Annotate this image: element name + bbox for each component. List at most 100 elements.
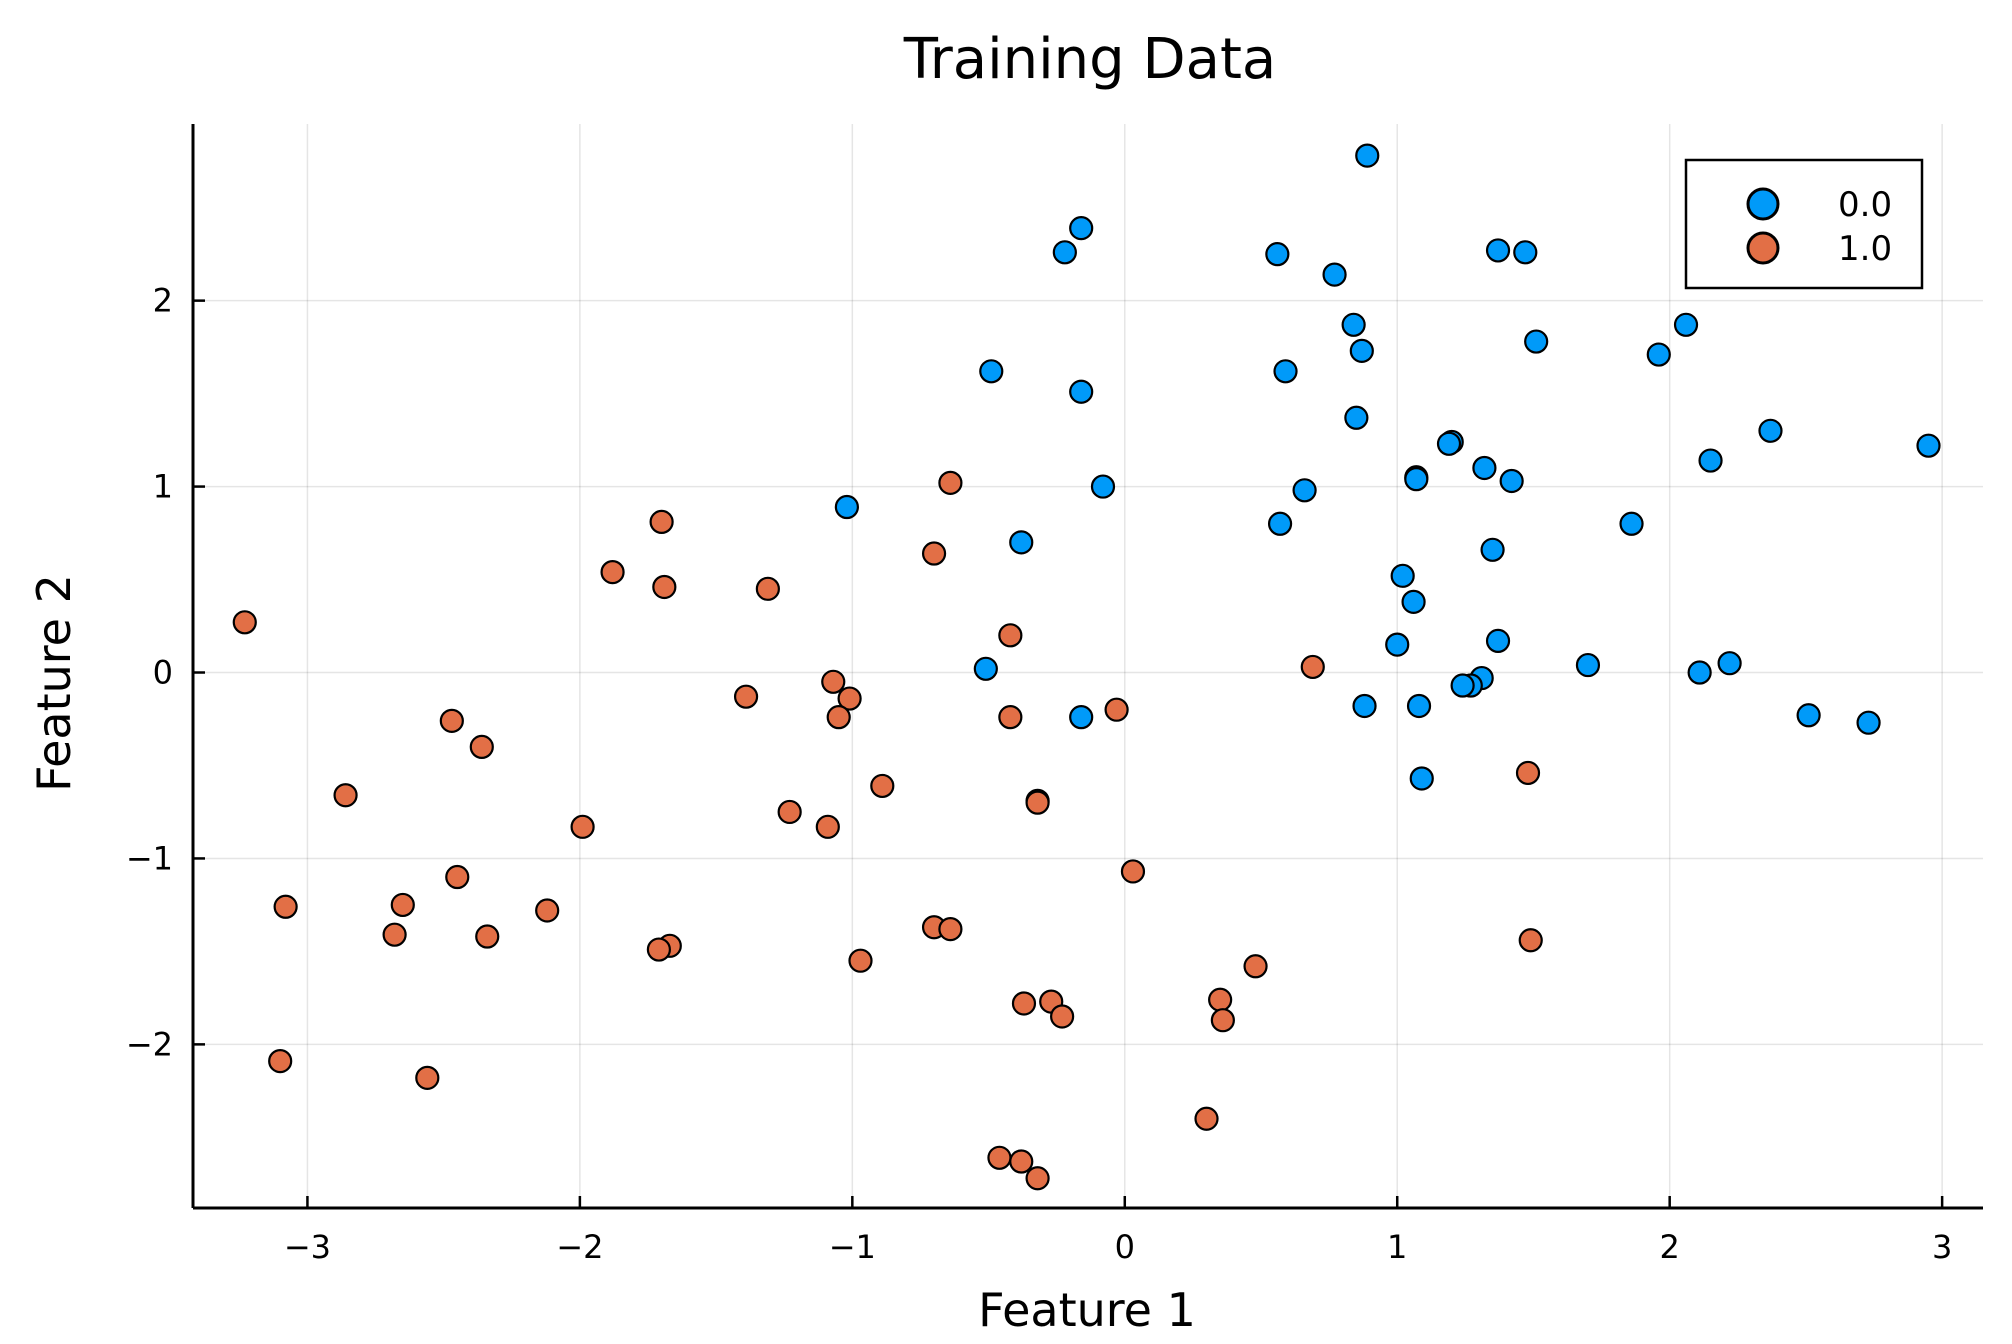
y-tick-label: 0 [153,654,173,692]
data-point-series-1 [938,470,963,495]
data-point-series-1 [390,892,415,918]
data-point-series-0 [1485,628,1511,653]
data-point-series-0 [1687,660,1712,685]
legend: 0.0 1.0 [1684,158,1924,290]
x-tick-labels: −3 −2 −1 0 1 2 3 [284,1228,1952,1266]
data-point-series-1 [870,773,895,799]
x-tick-label: 2 [1660,1228,1680,1266]
data-point-series-0 [979,359,1004,384]
data-point-series-1 [1025,790,1050,815]
axes-layer [191,124,1983,1210]
data-point-series-0 [1480,537,1505,562]
data-point-series-1 [415,1065,440,1090]
grid-layer [193,124,1983,1208]
legend-box [1684,158,1924,290]
data-point-series-1 [475,924,500,949]
data-point-series-1 [1518,928,1543,953]
y-tick-label: −1 [126,839,173,877]
data-point-series-0 [1322,262,1347,287]
data-point-series-1 [535,898,560,923]
data-point-series-0 [1796,703,1821,728]
data-point-series-0 [1436,431,1462,456]
data-point-series-1 [649,509,674,535]
data-point-series-1 [1300,654,1325,680]
data-point-series-0 [1758,418,1783,443]
data-point-series-0 [1513,240,1538,265]
data-point-series-0 [1472,455,1497,481]
data-point-series-0 [1385,632,1410,657]
data-point-series-0 [1341,312,1366,337]
data-point-series-1 [815,814,840,839]
data-point-series-0 [1404,467,1429,492]
data-point-series-1 [821,669,846,694]
data-point-series-1 [938,916,963,942]
data-point-series-0 [1485,238,1511,263]
data-point-series-0 [1406,693,1432,719]
data-point-series-0 [1052,240,1077,265]
data-point-series-0 [1069,379,1094,404]
data-point-series-1 [268,1049,293,1074]
y-tick-label: 2 [153,282,173,320]
data-point-series-1 [600,560,625,585]
data-point-series-0 [1265,242,1290,267]
x-tick-label: −1 [829,1228,876,1266]
chart-title: Training Data [903,27,1276,92]
data-point-series-0 [1673,312,1699,337]
data-point-series-0 [1646,342,1671,367]
data-point-series-1 [826,705,851,730]
data-point-series-1 [570,814,595,839]
data-point-series-0 [1090,474,1116,499]
y-axis-label: Feature 2 [27,574,81,792]
data-point-series-1 [439,708,464,733]
data-point-series-1 [273,894,298,919]
x-tick-label: 1 [1387,1228,1407,1266]
x-tick-label: −3 [284,1228,331,1266]
data-point-series-1 [1194,1106,1219,1131]
legend-label-0: 0.0 [1838,185,1892,225]
data-point-series-0 [1355,143,1380,168]
x-tick-label: −2 [556,1228,603,1266]
data-point-series-0 [834,494,859,520]
data-point-series-0 [1292,478,1317,503]
data-point-series-0 [1856,710,1881,735]
x-tick-label: 3 [1932,1228,1952,1266]
y-tick-label: 1 [153,468,173,506]
points-layer [232,143,1941,1191]
data-point-series-0 [1009,530,1034,555]
data-point-series-0 [1273,359,1298,384]
data-point-series-0 [1409,766,1434,791]
data-point-series-0 [1352,693,1377,719]
legend-marker-1 [1746,231,1780,265]
data-point-series-1 [755,576,780,601]
data-point-series-0 [1524,329,1549,354]
data-point-series-1 [1515,760,1541,786]
data-point-series-0 [1916,433,1941,458]
legend-marker-0 [1746,187,1780,221]
data-point-series-0 [1499,468,1524,494]
x-axis-label: Feature 1 [978,1283,1196,1337]
data-point-series-1 [998,623,1023,648]
data-point-series-0 [1349,338,1374,363]
data-point-series-1 [1050,1004,1075,1029]
data-point-series-1 [232,610,257,635]
data-point-series-1 [1011,991,1037,1016]
data-point-series-1 [469,734,494,759]
data-point-series-1 [333,783,358,808]
data-point-series-1 [1208,987,1233,1012]
data-point-series-1 [987,1145,1012,1170]
data-point-series-1 [1009,1149,1034,1174]
data-point-series-0 [1575,652,1601,678]
data-point-series-1 [1210,1008,1235,1033]
data-point-series-0 [1267,511,1293,536]
data-point-series-1 [1104,697,1129,722]
data-point-series-1 [777,799,802,825]
y-tick-label: −2 [126,1025,173,1063]
data-point-series-1 [652,574,677,600]
data-point-series-1 [998,705,1023,730]
data-point-series-0 [1450,673,1475,698]
data-point-series-0 [1401,589,1426,614]
y-tick-labels: −2 −1 0 1 2 [126,282,173,1064]
data-point-series-1 [382,922,407,947]
